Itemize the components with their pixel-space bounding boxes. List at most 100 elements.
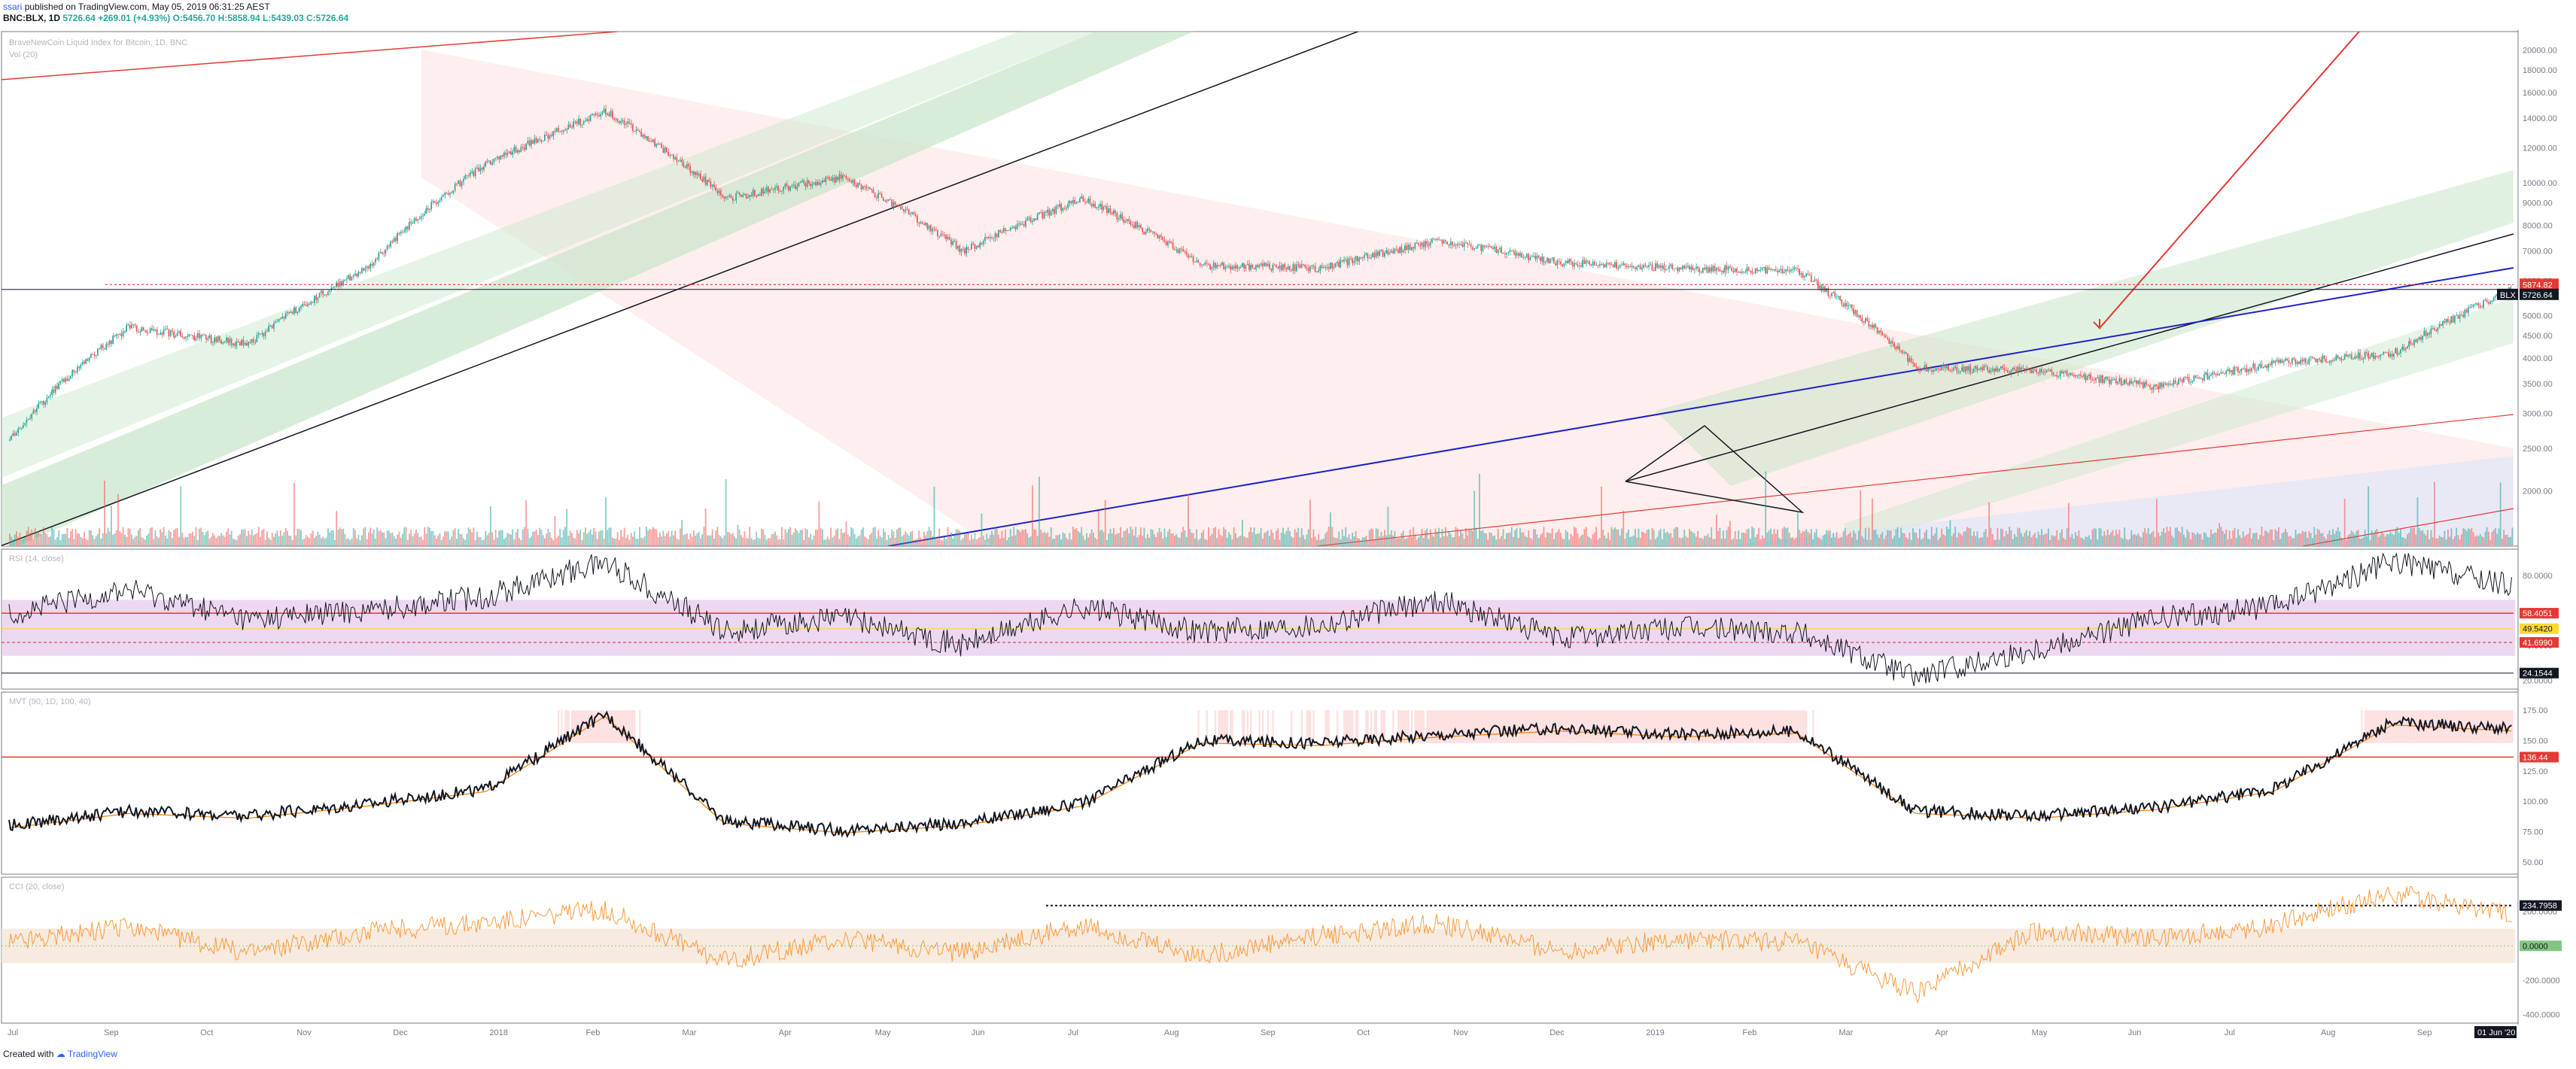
volume-bar — [2167, 530, 2170, 546]
volume-bar — [1184, 530, 1186, 546]
volume-bar — [2198, 533, 2200, 546]
candle-body — [120, 333, 123, 337]
candle-body — [989, 237, 991, 238]
volume-bar — [1009, 528, 1011, 546]
candle-body — [1744, 272, 1746, 273]
volume-bar — [302, 539, 304, 546]
volume-bar — [1143, 527, 1145, 546]
volume-bar — [2276, 531, 2278, 546]
candle-body — [1675, 267, 1677, 269]
volume-bar — [1700, 537, 1702, 546]
tradingview-link[interactable]: TradingView — [67, 1049, 117, 1059]
mvt-highlight — [1519, 710, 1522, 743]
mvt-highlight — [2398, 710, 2400, 743]
candle-body — [88, 357, 90, 361]
low-value: L:5439.03 — [262, 13, 304, 23]
mvt-highlight — [1700, 710, 1702, 743]
candle-body — [1467, 242, 1468, 244]
author-link[interactable]: ssari — [3, 2, 23, 12]
candle-body — [2407, 346, 2408, 349]
volume-bar — [500, 530, 502, 546]
volume-bar — [2158, 532, 2160, 546]
volume-bar — [1504, 539, 1506, 546]
candle-body — [1707, 267, 1709, 273]
volume-bar — [1927, 538, 1930, 546]
volume-bar — [1416, 539, 1418, 546]
candle-body — [952, 241, 953, 245]
candle-body — [2457, 315, 2459, 319]
volume-bar — [1555, 533, 1557, 546]
volume-bar — [2086, 536, 2088, 546]
volume-bar — [2327, 534, 2329, 546]
volume-bar — [2161, 531, 2163, 546]
volume-bar — [1770, 528, 1772, 546]
volume-bar — [1490, 533, 1492, 546]
candle-body — [2194, 375, 2197, 378]
volume-bar — [1880, 534, 1882, 546]
candle-body — [783, 187, 784, 191]
candle-body — [1922, 368, 1924, 369]
candle-body — [1944, 365, 1946, 369]
volume-bar — [1011, 536, 1013, 546]
mvt-highlight — [1337, 710, 1339, 743]
candle-body — [950, 239, 952, 245]
mvt-highlight — [1699, 710, 1701, 743]
candle-body — [1482, 244, 1484, 251]
volume-bar — [176, 528, 178, 546]
volume-bar — [2102, 536, 2103, 546]
volume-bar — [409, 533, 410, 546]
candle-body — [332, 287, 334, 288]
volume-bar — [1631, 536, 1633, 546]
volume-bar — [1878, 537, 1880, 546]
candle-body — [874, 193, 876, 198]
mvt-highlight — [620, 710, 622, 743]
candle-body — [913, 212, 915, 214]
cci-label-box — [2520, 900, 2562, 911]
candle-body — [2339, 358, 2340, 360]
candle-body — [1419, 244, 1421, 246]
volume-bar — [1777, 529, 1778, 546]
candle-body — [1636, 266, 1638, 269]
candle-body — [1948, 366, 1949, 371]
volume-bar — [187, 537, 189, 546]
candle-body — [586, 119, 588, 121]
volume-bar — [1978, 538, 1980, 546]
candle-body — [1165, 241, 1167, 246]
mvt-highlight — [1441, 710, 1443, 743]
mvt-highlight — [2380, 710, 2382, 743]
volume-bar — [984, 539, 986, 546]
candle-body — [2334, 360, 2335, 361]
candle-body — [1719, 269, 1721, 272]
candle-body — [1045, 211, 1047, 213]
volume-bar — [925, 535, 927, 546]
candle-body — [727, 196, 728, 198]
candle-body — [2319, 358, 2320, 360]
volume-bar — [894, 537, 896, 546]
volume-bar — [513, 539, 516, 546]
candle-body — [622, 120, 624, 122]
mvt-highlight — [596, 710, 598, 743]
volume-bar — [1629, 536, 1632, 546]
volume-bar — [979, 536, 981, 546]
mvt-highlight — [1697, 710, 1699, 743]
symbol-name[interactable]: BNC:BLX, 1D — [3, 13, 61, 23]
volume-bar — [693, 530, 695, 546]
volume-bar — [2330, 534, 2332, 546]
volume-bar — [1815, 529, 1817, 546]
rsi-pane-title: RSI (14, close) — [9, 554, 64, 563]
candle-body — [2075, 375, 2076, 377]
candle-body — [1011, 227, 1013, 229]
candle-body — [971, 243, 972, 250]
candle-body — [100, 345, 102, 349]
mvt-highlight — [1812, 710, 1814, 743]
candle-body — [531, 140, 532, 146]
candle-body — [1133, 225, 1135, 229]
mvt-highlight — [1434, 710, 1437, 743]
volume-bar — [2356, 530, 2358, 546]
volume-bar — [46, 533, 48, 546]
volume-bar — [212, 533, 214, 546]
chart-canvas[interactable]: 20000.0018000.0016000.0014000.0012000.00… — [0, 27, 2576, 1044]
volume-bar — [1602, 530, 1604, 546]
volume-bar — [244, 529, 246, 546]
candle-body — [857, 183, 859, 187]
